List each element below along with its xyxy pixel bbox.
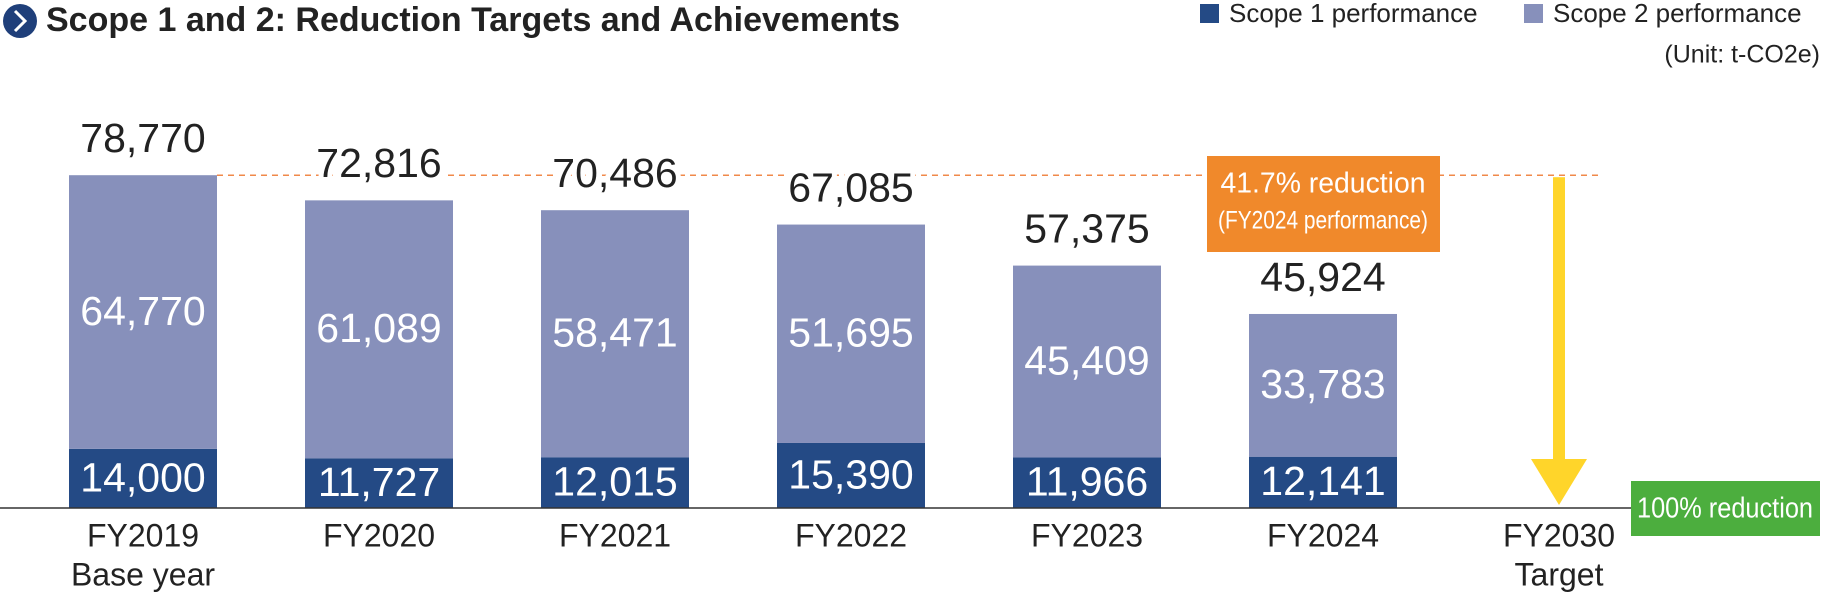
bar-segment	[1013, 265, 1161, 458]
annotation-box	[1207, 156, 1440, 252]
legend-label: Scope 2 performance	[1553, 0, 1802, 28]
x-tick-label: FY2021	[559, 517, 671, 553]
legend-label: Scope 1 performance	[1229, 0, 1478, 28]
title-icon-chevron	[13, 9, 28, 33]
value-label: 15,390	[788, 451, 913, 497]
bar-segment	[69, 448, 217, 508]
annotation-text: (FY2024 performance)	[1218, 207, 1428, 235]
bar-segment	[305, 458, 453, 508]
bar-segment	[305, 200, 453, 459]
target-arrow-head	[1531, 459, 1587, 505]
total-label: 70,486	[552, 150, 677, 196]
legend-swatch	[1524, 4, 1543, 23]
x-tick-label: FY2019	[87, 517, 199, 553]
x-tick-label: FY2020	[323, 517, 435, 553]
bar-segment	[541, 457, 689, 508]
x-tick-label: FY2023	[1031, 517, 1143, 553]
target-arrow-shaft	[1553, 177, 1565, 460]
title-icon	[3, 4, 37, 38]
bar-segment	[1013, 457, 1161, 508]
value-label: 11,966	[1026, 459, 1148, 505]
value-label: 45,409	[1024, 337, 1149, 383]
total-label: 72,816	[316, 140, 441, 186]
bar-segment	[777, 224, 925, 443]
value-label: 64,770	[80, 288, 205, 334]
bar-segment	[1249, 313, 1397, 457]
target-box	[1631, 481, 1820, 536]
value-label: 12,141	[1260, 458, 1385, 504]
x-tick-label: FY2030	[1503, 517, 1615, 553]
value-label: 33,783	[1260, 361, 1385, 407]
value-label: 51,695	[788, 310, 913, 356]
annotation-text: 41.7% reduction	[1221, 168, 1426, 200]
x-tick-sublabel: Base year	[71, 556, 215, 592]
unit-label: (Unit: t-CO2e)	[1664, 41, 1820, 69]
chart-title: Scope 1 and 2: Reduction Targets and Ach…	[46, 1, 900, 39]
value-label: 61,089	[316, 305, 441, 351]
bar-segment	[777, 442, 925, 508]
total-label: 57,375	[1024, 205, 1149, 251]
total-label: 67,085	[788, 164, 913, 210]
x-tick-sublabel: Target	[1515, 556, 1604, 592]
value-label: 14,000	[80, 454, 205, 500]
bar-segment	[69, 175, 217, 449]
total-label: 78,770	[80, 115, 205, 161]
total-label: 45,924	[1260, 254, 1385, 300]
target-text: 100% reduction	[1637, 493, 1813, 525]
bar-segment	[541, 210, 689, 458]
x-tick-label: FY2022	[795, 517, 907, 553]
value-label: 12,015	[552, 458, 677, 504]
legend-swatch	[1200, 4, 1219, 23]
x-tick-label: FY2024	[1267, 517, 1379, 553]
bar-segment	[1249, 456, 1397, 508]
value-label: 58,471	[552, 310, 677, 356]
value-label: 11,727	[318, 459, 440, 505]
